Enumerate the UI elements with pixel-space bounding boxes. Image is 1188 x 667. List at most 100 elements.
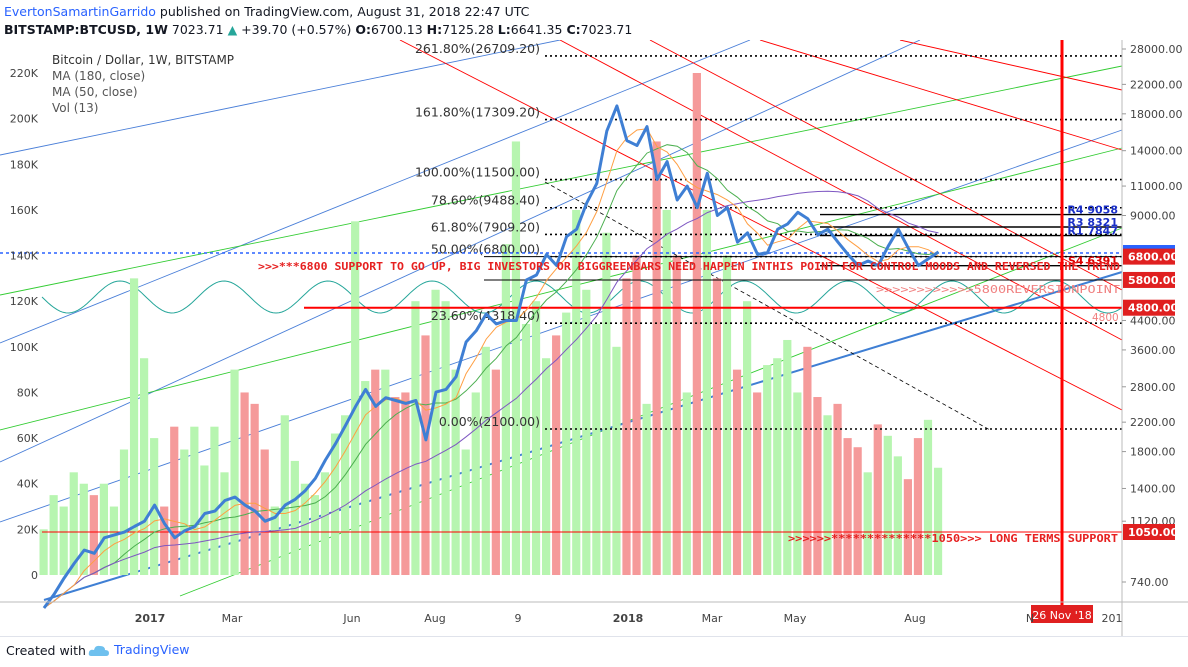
x-axis-tick: Jun (342, 612, 360, 625)
volume-bar (903, 479, 912, 575)
symbol-label: BITSTAMP:BTCUSD, 1W (4, 22, 168, 37)
red-channel-line (399, 40, 1123, 411)
volume-bar (823, 415, 832, 575)
support-annotation: >>>***6800 SUPPORT TO GO UP, BIG INVESTO… (258, 261, 1120, 273)
left-axis-tick: 60K (17, 432, 39, 445)
left-axis-tick: 80K (17, 386, 39, 399)
volume-bar (793, 392, 802, 575)
volume-bar (893, 456, 902, 575)
volume-bar (170, 426, 179, 575)
volume-bar (521, 324, 531, 575)
chart-legend: Bitcoin / Dollar, 1W, BITSTAMP MA (180, … (52, 52, 234, 116)
author-link[interactable]: EvertonSamartinGarrido (4, 4, 156, 19)
created-with-text: Created with (6, 643, 86, 658)
green-channel-line (0, 65, 1123, 296)
last-price: 7023.71 (171, 22, 224, 37)
x-axis-tick: Aug (904, 612, 925, 625)
legend-title: Bitcoin / Dollar, 1W, BITSTAMP (52, 53, 235, 67)
green-channel-line (0, 147, 1123, 431)
volume-bar (531, 301, 541, 575)
open-label: O: (355, 22, 371, 37)
volume-bar (853, 447, 862, 575)
volume-bar (682, 392, 691, 575)
price-tag-label: 6800.00 (1128, 251, 1178, 264)
footer: Created with TradingView (0, 636, 1188, 667)
price-tag-box (1123, 271, 1175, 288)
volume-bar (753, 392, 762, 575)
volume-bar (160, 506, 169, 575)
volume-bar (250, 403, 259, 575)
volume-bar (381, 369, 390, 575)
volume-bar (722, 255, 732, 575)
volume-bar (592, 324, 601, 575)
volume-bar (813, 397, 822, 575)
right-axis-tick: 9000.00 (1130, 209, 1176, 222)
price-tag-label: 1050.00 (1128, 526, 1178, 539)
right-axis-tick: 1800.00 (1130, 446, 1176, 459)
volume-bar (923, 419, 933, 575)
x-axis-tick: 2018 (613, 612, 644, 625)
date-marker-box (1031, 605, 1093, 623)
legend-vol: Vol (13) (52, 101, 99, 115)
volume-bar (873, 424, 882, 575)
x-axis-tick: 2017 (135, 612, 166, 625)
volume-bar (803, 346, 812, 575)
volume-bar (773, 358, 782, 575)
volume-bar (190, 426, 199, 575)
volume-bar (240, 392, 249, 575)
volume-bar (511, 141, 521, 576)
fibonacci-levels: 261.80%(26709.20) 161.80%(17309.20) 100.00… (0, 41, 1122, 533)
right-axis-tick: 11000.00 (1130, 180, 1183, 193)
x-axis-tick: Mar (222, 612, 243, 625)
volume-bar (341, 415, 350, 575)
volume-bar (712, 278, 722, 575)
blue-channel-line (0, 129, 1123, 523)
volume-bar (180, 449, 189, 575)
price-series (42, 104, 940, 609)
volume-bar (702, 209, 711, 575)
volume-bar (441, 301, 450, 575)
close-label: C: (566, 22, 581, 37)
high-label: H: (426, 22, 443, 37)
volume-bar (612, 346, 621, 575)
right-axis-tick: 18000.00 (1130, 108, 1183, 121)
fib-level-label: 78.60%(9488.40) (431, 193, 540, 208)
blue-channel-line (0, 40, 561, 156)
tradingview-link[interactable]: TradingView (88, 642, 190, 658)
fib-level-label: 261.80%(26709.20) (415, 41, 540, 56)
pivot-label: S4 6391 (1068, 255, 1118, 268)
right-axis-tick: 14000.00 (1130, 145, 1183, 158)
price-tag-label: 4800.00 (1128, 302, 1178, 315)
volume-bar (763, 365, 772, 575)
price-chart[interactable]: 261.80%(26709.20) 161.80%(17309.20) 100.00… (0, 40, 1188, 636)
level-4800-annotation: 4800 (1092, 312, 1119, 324)
left-axis-tick: 20K (17, 523, 39, 536)
volume-bar (662, 209, 671, 575)
volume-bar (843, 438, 852, 575)
volume-bar (320, 472, 330, 575)
volume-bar (743, 301, 752, 575)
volume-bar (431, 289, 440, 575)
right-axis-tick: 3600.00 (1130, 344, 1176, 357)
change-value: +39.70 (+0.57%) (241, 22, 352, 37)
volume-bar (833, 403, 842, 575)
left-axis-tick: 220K (10, 67, 39, 80)
published-text: published on TradingView.com, August 31,… (159, 4, 530, 19)
volume-bar (260, 449, 269, 575)
volume-bar (290, 460, 299, 575)
volume-bar (491, 369, 500, 575)
right-axis-tick: 2800.00 (1130, 381, 1176, 394)
volume-bar (481, 346, 490, 575)
price-tag-box (1123, 299, 1175, 316)
volume-bar (79, 483, 88, 575)
volume-bar (933, 467, 943, 575)
volume-bar (59, 506, 68, 575)
x-axis-tick: Aug (424, 612, 445, 625)
right-axis-tick: 1400.00 (1130, 482, 1176, 495)
annotations: >>>***6800 SUPPORT TO GO UP, BIG INVESTO… (258, 40, 1121, 623)
volume-bar (883, 435, 892, 575)
close-value: 7023.71 (580, 22, 633, 37)
x-axis-tick: May (784, 612, 807, 625)
volume-bar (361, 381, 370, 575)
volume-bar (89, 495, 98, 575)
